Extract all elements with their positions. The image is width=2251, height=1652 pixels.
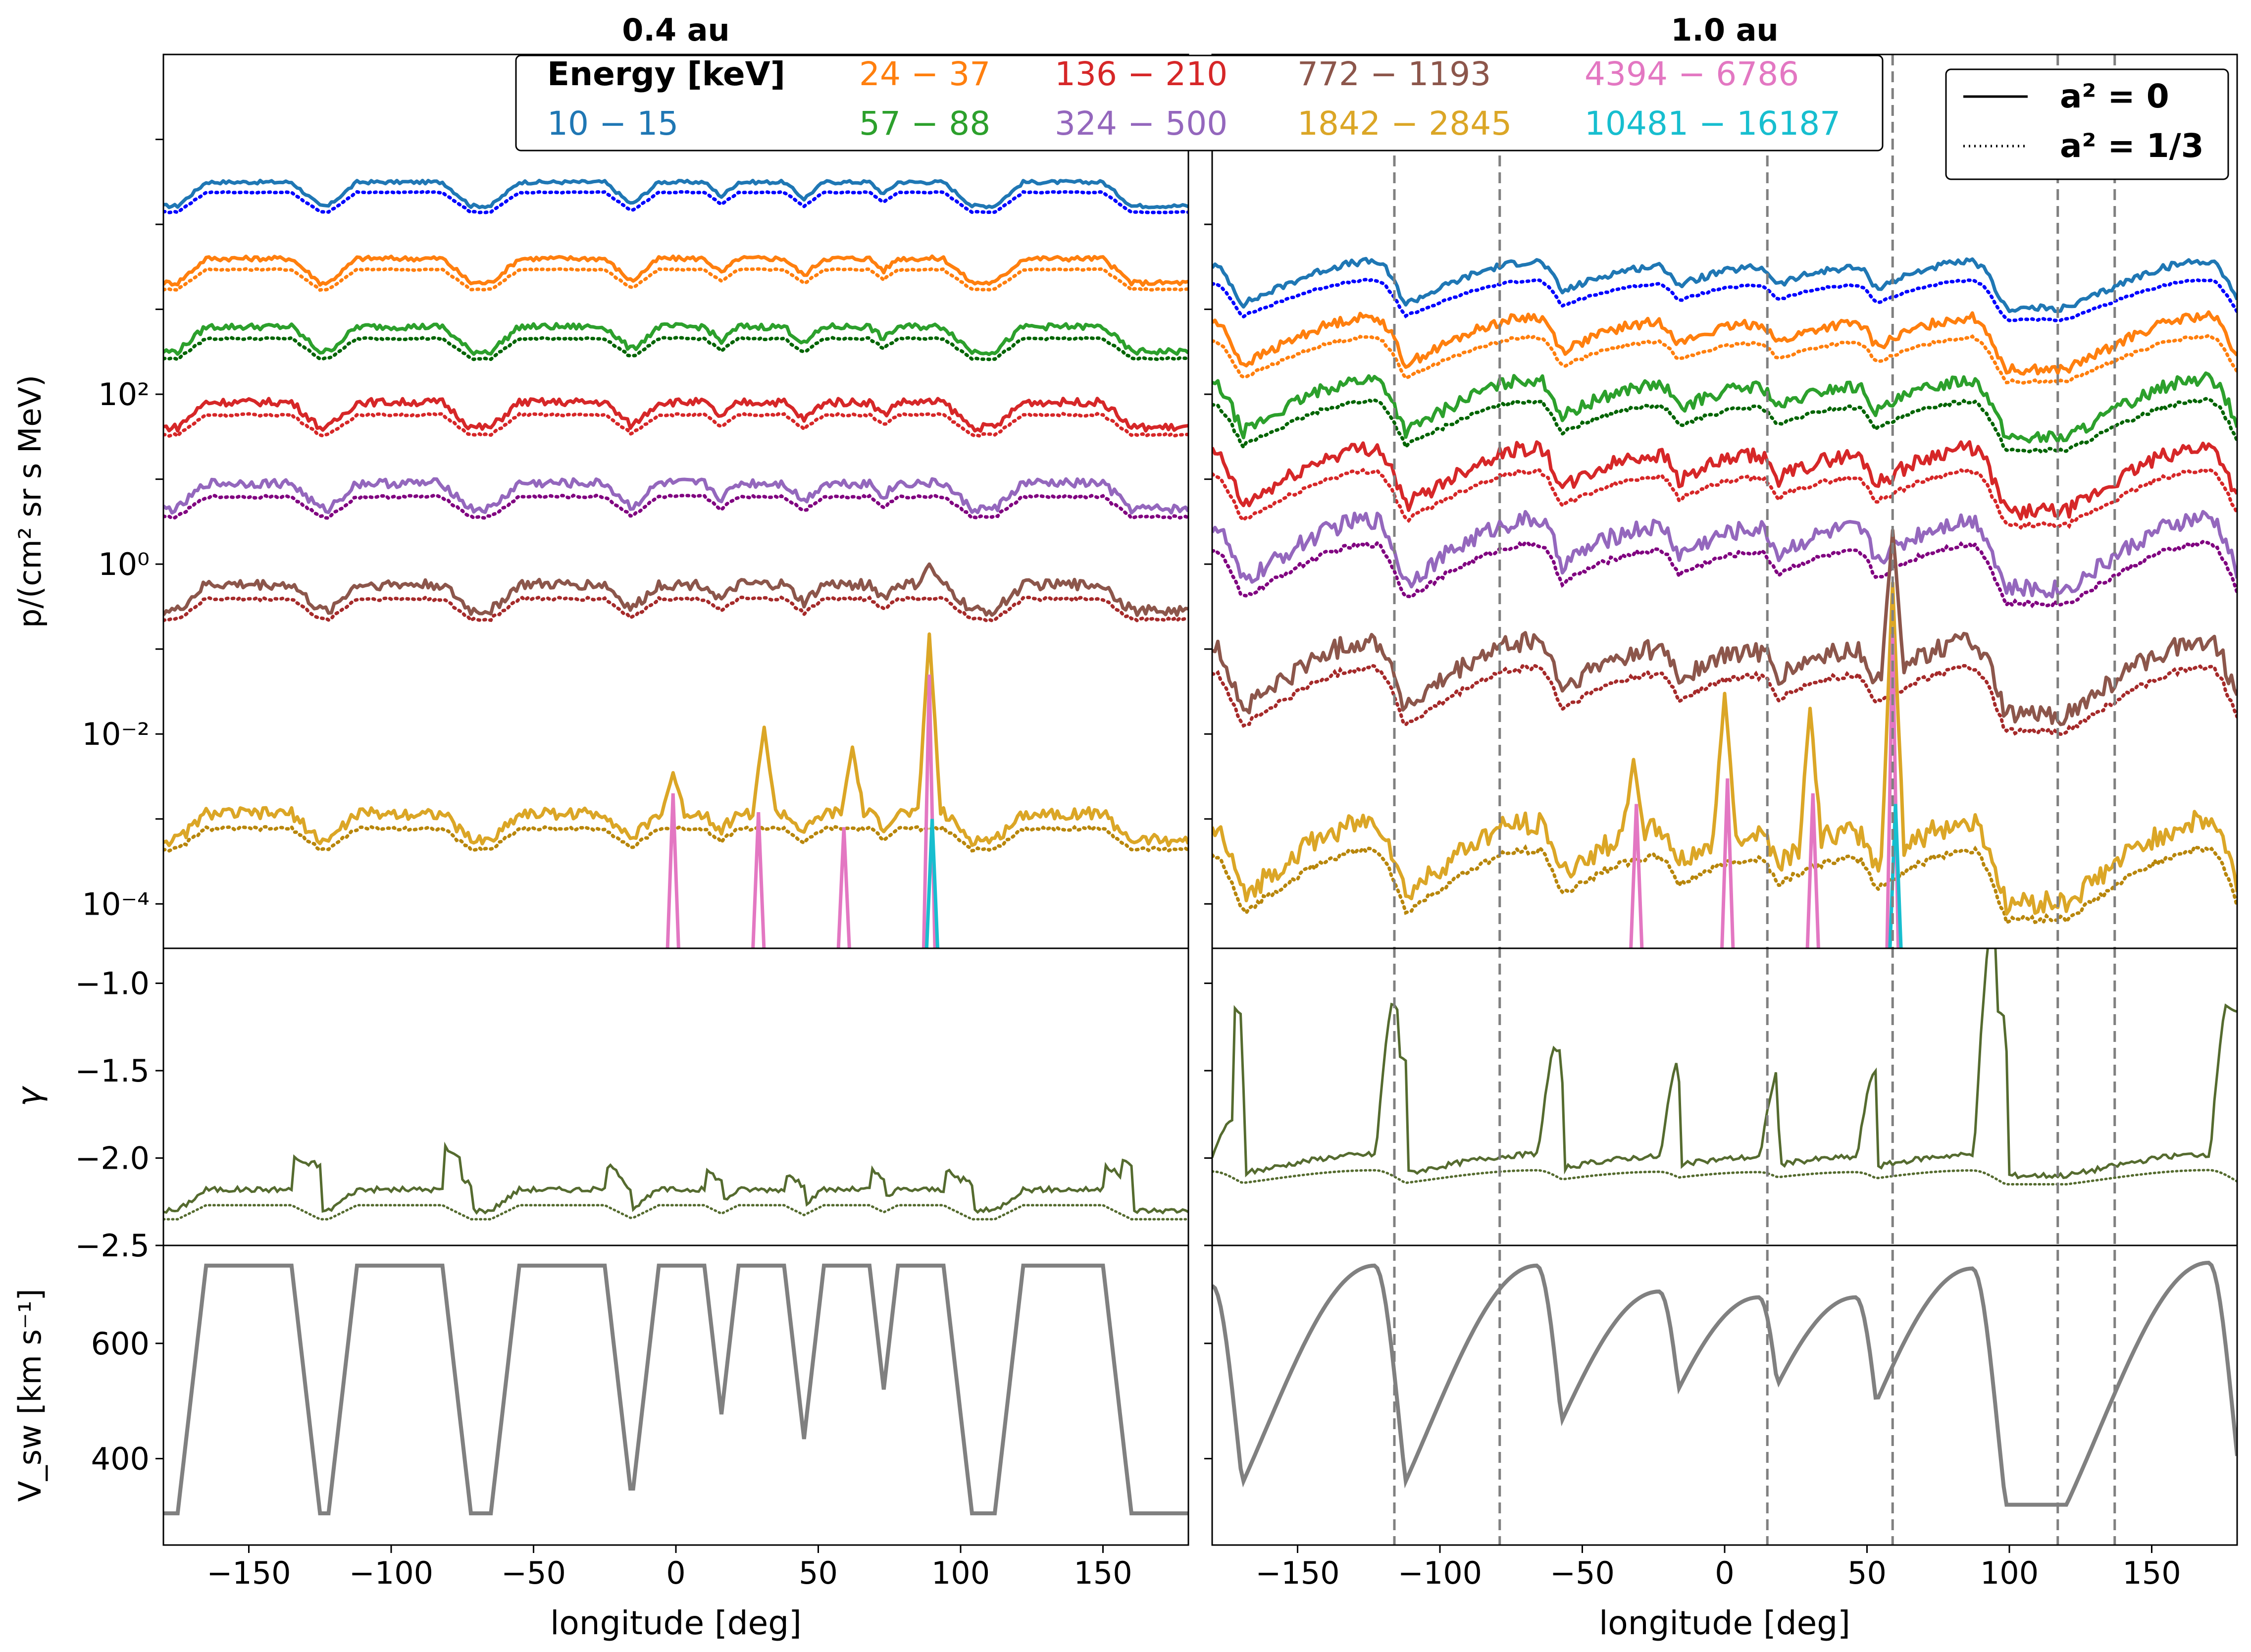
vsw-y-label: V_sw [km s⁻¹]	[12, 1289, 48, 1501]
y-tick-label: −1.0	[75, 966, 150, 1002]
flux-series-solid	[163, 178, 1188, 209]
legend-entry: 4394 − 6786	[1585, 55, 1799, 93]
legend-entry: 24 − 37	[859, 55, 990, 93]
flux-series-solid	[163, 562, 1188, 617]
flux-series-dotted	[1212, 539, 2237, 609]
y-tick-label: 10⁰	[98, 546, 150, 582]
flux-curves	[163, 178, 1188, 948]
linestyle-legend: a² = 0 a² = 1/3	[1945, 68, 2229, 180]
y-tick-label: −2.5	[75, 1228, 150, 1264]
flux-series-solid	[163, 397, 1188, 433]
gamma-dotted	[163, 1204, 1188, 1221]
flux-series-solid	[163, 322, 1188, 356]
flux-series-solid	[1212, 528, 2237, 726]
x-tick-label: 100	[931, 1555, 990, 1591]
legend-box	[515, 54, 1884, 152]
flux-series-solid	[1212, 310, 2237, 376]
x-tick-label: −100	[1398, 1555, 1482, 1591]
y-tick-label: −1.5	[75, 1053, 150, 1089]
flux-series-dotted	[163, 824, 1188, 853]
flux-series-dotted	[163, 412, 1188, 439]
legend-entry: a² = 1/3	[2060, 127, 2204, 165]
flux-series-dotted	[163, 595, 1188, 623]
x-tick-label: −50	[1550, 1555, 1615, 1591]
gamma-dotted	[1212, 1169, 2237, 1186]
y-tick-label: 10²	[98, 376, 150, 413]
gamma-curves	[163, 1141, 1188, 1221]
flux-curves	[1212, 257, 2237, 948]
gamma-solid	[1212, 948, 2237, 1180]
x-tick-label: −150	[1255, 1555, 1339, 1591]
y-tick-label: 10⁻²	[82, 716, 150, 752]
x-tick-label: −150	[206, 1555, 291, 1591]
vsw-curve	[163, 1263, 1188, 1515]
flux-spike	[1720, 778, 1735, 948]
legend-entry: 10 − 15	[547, 104, 678, 143]
flux-series-solid	[163, 254, 1188, 287]
flux-series-solid	[1212, 371, 2237, 444]
x-tick-label: 50	[1847, 1555, 1887, 1591]
flux-spike	[751, 812, 766, 948]
x-axis-label: longitude [deg]	[1599, 1604, 1850, 1642]
plot-area: 0.4 au −150 −100 −50 0 50 100 150 longitude [deg…	[10, 12, 2238, 1642]
gamma-curves	[1212, 948, 2237, 1186]
x-tick-label: 50	[799, 1555, 838, 1591]
y-tick-label: 400	[91, 1441, 150, 1477]
y-tick-label: −2.0	[75, 1140, 150, 1177]
flux-series-dotted	[163, 493, 1188, 520]
panel-title: 1.0 au	[1671, 12, 1778, 48]
x-tick-label: 0	[666, 1555, 685, 1591]
gamma-solid	[163, 1141, 1188, 1215]
legend-entry: 772 − 1193	[1297, 55, 1491, 93]
flux-spike	[924, 819, 940, 948]
flux-series-dotted	[1212, 278, 2237, 322]
vsw-line	[163, 1263, 1188, 1515]
flux-series-solid	[1212, 257, 2237, 313]
legend-entry: 57 − 88	[859, 104, 990, 143]
x-tick-label: 100	[1980, 1555, 2039, 1591]
gamma-y-label: γ	[10, 1086, 49, 1107]
flux-spike	[1629, 804, 1644, 948]
flux-series-solid	[1212, 440, 2237, 521]
flux-spike	[836, 827, 851, 948]
energy-legend: Energy [keV] 10 − 15 24 − 37 57 − 88 136 − 2…	[515, 54, 1884, 152]
legend-entry: 10481 − 16187	[1585, 104, 1841, 143]
flux-series-solid	[163, 632, 1188, 847]
x-tick-label: 150	[2122, 1555, 2181, 1591]
legend-entry: a² = 0	[2060, 77, 2169, 115]
legend-entry: 324 − 500	[1055, 104, 1228, 143]
x-tick-label: 150	[1074, 1555, 1132, 1591]
flux-series-solid	[163, 477, 1188, 515]
flux-spike	[1805, 793, 1820, 948]
panel-0p4au: 0.4 au −150 −100 −50 0 50 100 150 longitude [deg…	[10, 12, 1189, 1642]
flux-series-dotted	[163, 190, 1188, 214]
flux-series-dotted	[1212, 467, 2237, 530]
vsw-curve	[1212, 1260, 2237, 1507]
x-axis-label: longitude [deg]	[550, 1604, 802, 1642]
panel-1p0au: 1.0 au −150 −100 −50 0 50 100 150 longitude [deg…	[1204, 12, 2238, 1642]
flux-series-dotted	[1212, 333, 2237, 385]
x-tick-label: −50	[501, 1555, 566, 1591]
legend-entry: 1842 − 2845	[1297, 104, 1512, 143]
flux-series-dotted	[1212, 663, 2237, 737]
flux-series-dotted	[163, 267, 1188, 292]
panel-title: 0.4 au	[622, 12, 729, 48]
flux-y-label: p/(cm² sr s MeV)	[12, 375, 48, 628]
flux-spike	[665, 793, 680, 948]
flux-series-solid	[1212, 581, 2237, 916]
x-tick-label: 0	[1715, 1555, 1734, 1591]
y-tick-label: 10⁻⁴	[82, 886, 150, 922]
vsw-line	[1212, 1260, 2237, 1507]
flux-series-dotted	[1212, 397, 2237, 454]
x-tick-label: −100	[349, 1555, 433, 1591]
y-tick-label: 600	[91, 1326, 150, 1362]
flux-series-solid	[1212, 510, 2237, 599]
legend-title: Energy [keV]	[547, 55, 785, 93]
flux-series-dotted	[163, 335, 1188, 361]
legend-entry: 136 − 210	[1055, 55, 1228, 93]
